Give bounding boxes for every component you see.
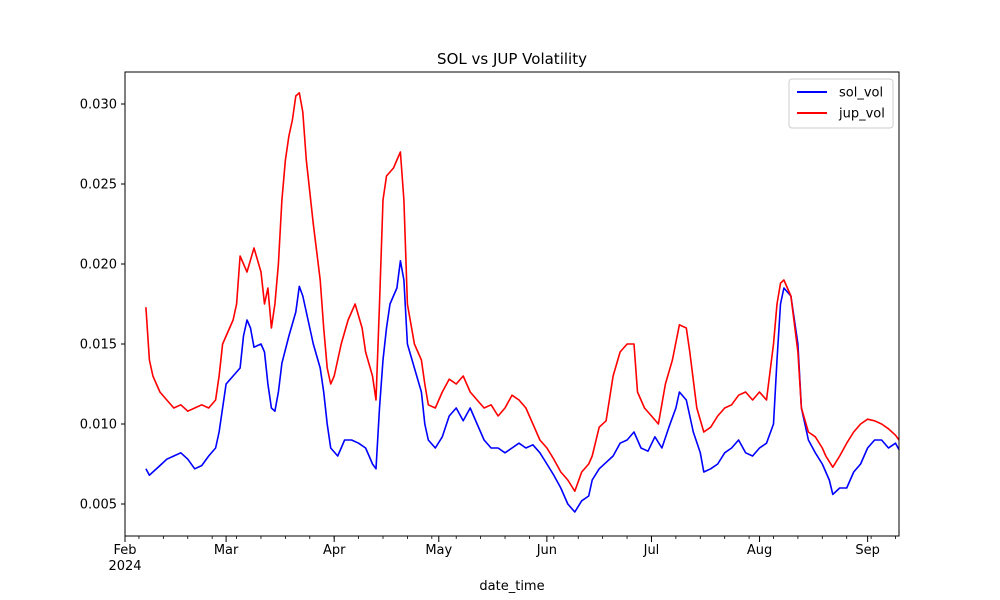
chart-title: SOL vs JUP Volatility xyxy=(437,50,587,68)
x-tick-label: May xyxy=(425,543,452,558)
y-tick-label: 0.015 xyxy=(80,338,117,353)
y-axis: 0.005 0.010 0.015 0.020 0.025 0.030 xyxy=(80,98,125,513)
series-line-sol-vol xyxy=(145,259,900,513)
plot-frame xyxy=(124,71,900,537)
x-axis-label: date_time xyxy=(479,579,544,594)
x-tick-sublabel: 2024 xyxy=(108,559,141,574)
y-tick-label: 0.005 xyxy=(80,498,117,513)
y-tick-label: 0.020 xyxy=(80,258,117,273)
y-tick-label: 0.010 xyxy=(80,418,117,433)
x-tick-label: Apr xyxy=(323,543,346,558)
x-tick-label: Aug xyxy=(747,543,772,558)
y-tick-label: 0.025 xyxy=(80,178,117,193)
x-tick-label: Jun xyxy=(536,543,557,558)
legend: sol_vol jup_vol xyxy=(788,78,894,129)
series-layer xyxy=(145,92,900,513)
x-tick-label: Sep xyxy=(855,543,880,558)
x-tick-label: Feb xyxy=(113,543,136,558)
legend-label-sol-vol: sol_vol xyxy=(839,86,883,101)
x-tick-label: Jul xyxy=(643,543,660,558)
series-line-jup-vol xyxy=(145,92,900,493)
legend-label-jup-vol: jup_vol xyxy=(838,107,885,122)
x-tick-label: Mar xyxy=(214,543,239,558)
y-tick-label: 0.030 xyxy=(80,98,117,113)
